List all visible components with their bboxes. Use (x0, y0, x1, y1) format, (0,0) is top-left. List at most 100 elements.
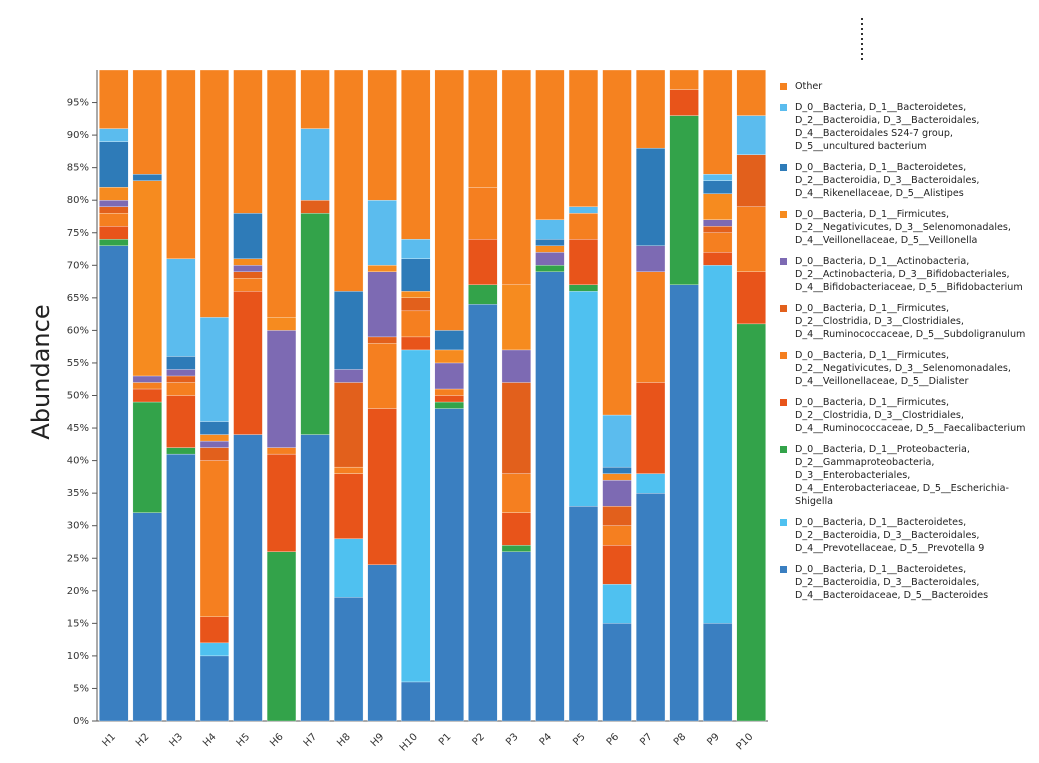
bar-segment (132, 174, 162, 181)
bar-segment (635, 245, 666, 272)
y-tick-label: 45% (67, 423, 89, 434)
bar-segment (703, 219, 733, 227)
bar-segment (199, 69, 230, 318)
legend-entry[interactable]: Other (778, 80, 1028, 93)
bar-segment (132, 382, 162, 390)
legend-label: D_0__Bacteria, D_1__Bacteroidetes, D_2__… (795, 102, 980, 152)
bar-segment (166, 356, 196, 370)
bar-segment (132, 512, 162, 722)
x-tick-label: P1 (437, 731, 454, 748)
bar-segment (635, 382, 666, 474)
bar-segment (635, 147, 666, 246)
bar-segment (334, 382, 364, 468)
bar-segment (434, 69, 464, 331)
bar-segment (300, 69, 330, 129)
bar-segment (367, 564, 397, 722)
legend-entry[interactable]: D_0__Bacteria, D_1__Proteobacteria, D_2_… (778, 443, 1028, 508)
legend-swatch (780, 399, 787, 406)
y-tick-label: 40% (67, 456, 89, 467)
bar-segment (602, 584, 632, 624)
y-tick-label: 10% (67, 651, 89, 662)
bar-segment (602, 506, 632, 526)
bar-segment (468, 304, 498, 722)
legend-entry[interactable]: D_0__Bacteria, D_1__Actinobacteria, D_2_… (778, 255, 1028, 294)
y-tick-label: 25% (67, 553, 89, 564)
bar-segment (736, 206, 766, 272)
bar-segment (468, 239, 498, 285)
legend-swatch (780, 446, 787, 453)
legend-label: D_0__Bacteria, D_1__Actinobacteria, D_2_… (795, 256, 1023, 293)
legend-swatch (780, 258, 787, 265)
bar-segment (501, 382, 531, 474)
legend-label: D_0__Bacteria, D_1__Bacteroidetes, D_2__… (795, 162, 980, 199)
bar-segment (736, 154, 766, 207)
legend-entry[interactable]: D_0__Bacteria, D_1__Firmicutes, D_2__Clo… (778, 302, 1028, 341)
bar-segment (266, 317, 297, 331)
bar-segment (334, 473, 364, 539)
bar-segment (468, 284, 498, 305)
bar-segment (703, 623, 733, 722)
bar-segment (434, 349, 464, 364)
legend-entry[interactable]: D_0__Bacteria, D_1__Firmicutes, D_2__Clo… (778, 396, 1028, 435)
x-tick-label: H1 (100, 731, 118, 749)
bar-segment (434, 330, 464, 351)
bar-segment (199, 447, 230, 461)
bar-segment (199, 642, 230, 657)
legend-entry[interactable]: D_0__Bacteria, D_1__Bacteroidetes, D_2__… (778, 161, 1028, 200)
legend-label: D_0__Bacteria, D_1__Bacteroidetes, D_2__… (795, 517, 985, 554)
x-tick-label: P10 (734, 731, 755, 752)
bar-segment (166, 258, 196, 357)
x-tick-label: H4 (201, 731, 219, 749)
bar-segment (401, 297, 431, 312)
bar-segment (266, 69, 297, 318)
x-tick-label: P6 (605, 731, 622, 748)
bar-segment (434, 395, 464, 403)
bar-segment (199, 440, 230, 448)
legend-label: D_0__Bacteria, D_1__Firmicutes, D_2__Clo… (795, 397, 1026, 434)
bar-segment (401, 336, 431, 351)
y-tick-label: 65% (67, 293, 89, 304)
bar-segment (703, 232, 733, 253)
bar-segment (99, 213, 129, 227)
bar-segment (568, 284, 599, 292)
x-tick-label: H5 (235, 731, 253, 749)
legend-entry[interactable]: D_0__Bacteria, D_1__Bacteroidetes, D_2__… (778, 563, 1028, 602)
legend-label: D_0__Bacteria, D_1__Firmicutes, D_2__Neg… (795, 350, 1011, 387)
legend-label: Other (795, 81, 823, 92)
bar-segment (434, 388, 464, 396)
legend-swatch (780, 566, 787, 573)
bar-segment (568, 206, 599, 214)
bar-segment (99, 239, 129, 246)
bar-segment (602, 466, 632, 474)
legend-entry[interactable]: D_0__Bacteria, D_1__Firmicutes, D_2__Neg… (778, 208, 1028, 247)
legend-label: D_0__Bacteria, D_1__Firmicutes, D_2__Clo… (795, 303, 1026, 340)
bar-segment (166, 369, 196, 377)
bar-segment (602, 414, 632, 468)
bar-segment (501, 551, 531, 722)
bar-segment (434, 408, 464, 722)
bar-segment (635, 271, 666, 383)
bar-segment (501, 512, 531, 546)
bar-segment (199, 616, 230, 644)
x-tick-label: H8 (335, 731, 353, 749)
bar-segment (266, 551, 297, 722)
y-axis-label: Abundance (27, 304, 55, 439)
legend-entry[interactable]: D_0__Bacteria, D_1__Firmicutes, D_2__Neg… (778, 349, 1028, 388)
bar-segment (199, 460, 230, 617)
bar-segment (501, 69, 531, 285)
bar-segment (300, 213, 330, 435)
bar-segment (233, 271, 263, 279)
legend-entry[interactable]: D_0__Bacteria, D_1__Bacteroidetes, D_2__… (778, 516, 1028, 555)
y-tick-label: 90% (67, 130, 89, 141)
bar-segment (602, 545, 632, 585)
bar-segment (669, 89, 699, 116)
bar-segment (602, 69, 632, 416)
bar-segment (367, 265, 397, 272)
bar-segment (703, 252, 733, 266)
legend-entry[interactable]: D_0__Bacteria, D_1__Bacteroidetes, D_2__… (778, 101, 1028, 153)
bar-segment (99, 187, 129, 201)
bar-segment (434, 362, 464, 390)
bar-segment (568, 213, 599, 240)
bar-segment (635, 69, 666, 149)
bar-segment (99, 69, 129, 129)
